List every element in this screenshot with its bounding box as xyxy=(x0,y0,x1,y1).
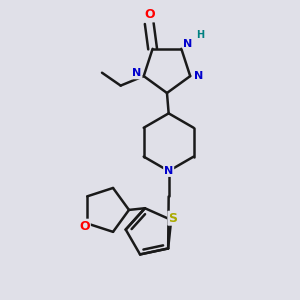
Text: N: N xyxy=(164,166,173,176)
Text: S: S xyxy=(168,212,177,225)
Text: H: H xyxy=(196,29,204,40)
Text: O: O xyxy=(79,220,90,233)
Text: N: N xyxy=(194,71,203,81)
Text: N: N xyxy=(184,39,193,49)
Text: N: N xyxy=(132,68,142,78)
Text: O: O xyxy=(144,8,154,21)
